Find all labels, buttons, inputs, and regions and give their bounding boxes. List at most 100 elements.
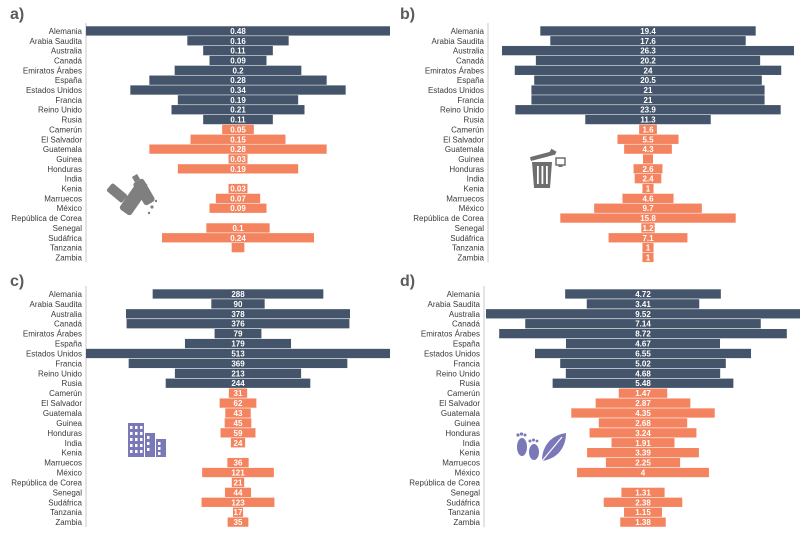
data-label: 1.31 [635, 488, 651, 497]
category-label: Guinea [56, 155, 82, 164]
bar [149, 75, 327, 85]
bar [228, 154, 248, 164]
category-label: Marruecos [44, 194, 82, 203]
chart-d: Alemania 4.72 Arabia Saudita 3.41 Australia 9… [409, 286, 800, 527]
category-label: Canadá [452, 320, 481, 329]
data-label: 36 [234, 459, 243, 468]
category-label: Francia [453, 359, 480, 368]
category-label: España [457, 76, 485, 85]
data-label: 0.11 [230, 116, 246, 125]
bar [594, 203, 702, 213]
data-label: 35 [234, 518, 243, 527]
data-label: 4.6 [642, 194, 654, 203]
bar [224, 418, 252, 428]
bar [165, 378, 311, 388]
category-label: Australia [51, 47, 83, 56]
category-label: México [57, 204, 83, 213]
category-label: Reino Unido [440, 106, 485, 115]
data-label: 4 [641, 469, 646, 478]
panel-label: c) [10, 273, 25, 290]
data-label: 1 [646, 185, 651, 194]
bar [540, 26, 756, 36]
category-label: Arabia Saudita [30, 300, 83, 309]
category-label: Rusia [62, 379, 83, 388]
trash-bin-icon [530, 148, 566, 188]
data-label: 62 [234, 399, 243, 408]
data-label: 3.41 [635, 300, 651, 309]
category-label: Tanzania [448, 508, 481, 517]
panel-b: b) Alemania 19.4 Arabia Saudita 17.6 Austral… [400, 0, 800, 266]
bar [641, 223, 655, 233]
data-label: 79 [234, 330, 243, 339]
data-label: 1.15 [635, 508, 651, 517]
bar [202, 467, 274, 478]
category-label: Reino Unido [38, 369, 83, 378]
chart-a: Alemania 0.48 Arabia Saudita 0.16 Australia 0… [11, 23, 390, 262]
data-label: 0.21 [230, 106, 246, 115]
category-label: Australia [51, 310, 83, 319]
data-label: 1.47 [635, 389, 651, 398]
data-label: 7.1 [642, 234, 654, 243]
bar [149, 144, 327, 154]
category-label: Francia [55, 96, 82, 105]
bar [643, 154, 653, 164]
bar [227, 457, 249, 468]
chart-c: Alemania 288 Arabia Saudita 90 Australia 378 C… [11, 286, 390, 527]
category-label: Honduras [445, 429, 480, 438]
bar [232, 507, 244, 517]
category-label: Rusia [464, 116, 485, 125]
bar [535, 55, 761, 66]
bar [560, 358, 726, 369]
data-label: 0.15 [230, 135, 246, 144]
category-label: España [453, 340, 481, 349]
category-label: México [57, 469, 83, 478]
category-label: Marruecos [446, 194, 484, 203]
bar [203, 114, 273, 125]
data-label: 21 [644, 96, 653, 105]
data-label: 4.3 [642, 145, 654, 154]
category-label: Australia [453, 47, 485, 56]
category-label: Canadá [54, 56, 83, 65]
data-label: 4.35 [635, 409, 651, 418]
data-label: 2.6 [642, 165, 654, 174]
data-label: 1.91 [635, 439, 651, 448]
bar [126, 319, 350, 329]
data-label: 20.5 [640, 76, 656, 85]
category-label: Arabia Saudita [432, 37, 485, 46]
category-label: España [55, 340, 83, 349]
panel-c: c) Alemania 288 Arabia Saudita 90 Australia 3… [0, 267, 400, 533]
category-label: Tanzania [452, 244, 485, 253]
bar [514, 65, 782, 75]
data-label: 376 [231, 320, 245, 329]
bar [605, 457, 681, 468]
category-label: El Salvador [439, 399, 480, 408]
data-label: 59 [234, 429, 243, 438]
category-label: India [463, 439, 481, 448]
category-label: Senegal [53, 224, 83, 233]
footprint-leaf-icon [516, 432, 566, 462]
data-label: 4.68 [635, 369, 651, 378]
bar [634, 174, 662, 184]
category-label: Sudáfrica [446, 498, 480, 507]
bar [639, 124, 657, 135]
bar [128, 358, 348, 369]
category-label: Estados Unidos [428, 86, 484, 95]
category-label: Senegal [455, 224, 485, 233]
category-label: Francia [55, 359, 82, 368]
bar [174, 368, 302, 378]
bar [214, 328, 262, 339]
bar [130, 85, 346, 95]
data-label: 11.3 [640, 116, 656, 125]
category-label: Honduras [449, 165, 484, 174]
data-label: 0.19 [230, 96, 246, 105]
bar [126, 309, 350, 319]
category-label: Guatemala [43, 145, 83, 154]
buildings-icon [128, 423, 166, 457]
bar [502, 45, 794, 56]
data-label: 24 [234, 439, 243, 448]
bar [215, 193, 261, 204]
bar [560, 213, 736, 223]
bar [177, 95, 299, 105]
category-label: Emiratos Árabes [425, 66, 484, 75]
data-label: 23.9 [640, 106, 656, 115]
